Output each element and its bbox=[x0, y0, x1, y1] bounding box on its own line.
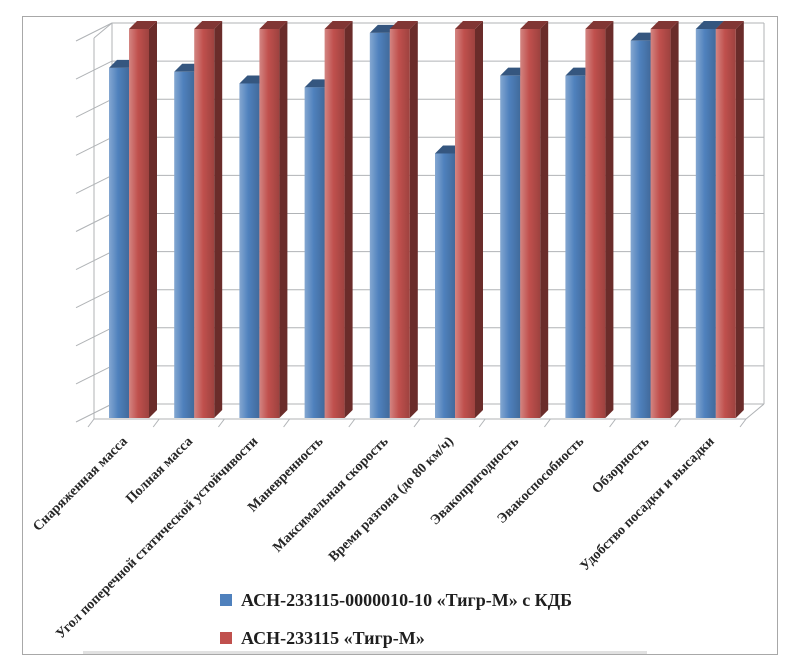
bar-side-face bbox=[344, 21, 353, 418]
legend-item-series-1: АСН-233115-0000010-10 «Тигр-М» с КДБ bbox=[220, 588, 572, 612]
category-label: Время разгона (до 80 км/ч) bbox=[326, 434, 457, 565]
bar-top-face bbox=[715, 21, 744, 29]
x-axis-tick bbox=[544, 418, 551, 428]
scan-artifact-line bbox=[83, 651, 647, 654]
legend-marker-blue-icon bbox=[220, 594, 232, 606]
side-wall-gridline bbox=[75, 22, 113, 42]
bar-series-1-cat-4 bbox=[304, 87, 325, 418]
x-axis-tick bbox=[674, 418, 682, 428]
bar-pair-6 bbox=[435, 21, 483, 419]
bar-series-2-cat-4 bbox=[324, 29, 345, 418]
bar-pair-3 bbox=[239, 21, 288, 419]
bar-series-1-cat-9 bbox=[630, 40, 651, 419]
bar-top-face bbox=[585, 21, 614, 29]
bar-top-face bbox=[455, 21, 483, 29]
bar-series-1-cat-10 bbox=[695, 29, 716, 418]
x-axis-tick bbox=[217, 418, 225, 428]
bar-side-face bbox=[735, 21, 744, 418]
bar-series-1-cat-3 bbox=[239, 83, 260, 419]
chart-frame: Снаряженная масса Полная масса Угол попере… bbox=[22, 16, 778, 655]
legend-label-series-1: АСН-233115-0000010-10 «Тигр-М» с КДБ bbox=[241, 589, 573, 610]
bar-top-face bbox=[129, 21, 157, 29]
bar-series-1-cat-1 bbox=[109, 67, 129, 419]
bar-series-2-cat-1 bbox=[129, 29, 149, 418]
bar-top-face bbox=[324, 21, 353, 29]
bar-side-face bbox=[540, 21, 549, 418]
bar-pair-9 bbox=[630, 21, 679, 419]
bar-series-1-cat-6 bbox=[435, 153, 455, 419]
bar-pair-10 bbox=[695, 21, 744, 418]
bar-top-face bbox=[194, 21, 223, 29]
category-label: Удобство посадки и высадки bbox=[578, 434, 718, 574]
bar-top-face bbox=[650, 21, 679, 29]
bar-series-1-cat-7 bbox=[500, 75, 521, 419]
x-axis-tick bbox=[609, 418, 616, 428]
bar-series-2-cat-9 bbox=[650, 29, 671, 418]
x-axis-tick bbox=[87, 418, 95, 428]
category-label: Обзорность bbox=[590, 434, 653, 497]
bar-pair-7 bbox=[500, 21, 549, 419]
floor-right-edge bbox=[745, 403, 765, 420]
chart-legend: АСН-233115-0000010-10 «Тигр-М» с КДБ АСН… bbox=[220, 588, 572, 650]
category-label: Полная масса bbox=[123, 434, 196, 507]
x-axis-tick bbox=[478, 418, 486, 428]
x-axis-ticks bbox=[87, 418, 747, 428]
legend-marker-red-icon bbox=[220, 632, 232, 644]
legend-label-series-2: АСН-233115 «Тигр-М» bbox=[241, 627, 425, 648]
bars bbox=[109, 21, 744, 419]
bar-top-face bbox=[389, 21, 418, 29]
bar-series-2-cat-2 bbox=[194, 29, 215, 418]
bar-series-1-cat-8 bbox=[565, 75, 586, 419]
bar-series-2-cat-7 bbox=[520, 29, 541, 418]
x-axis-tick bbox=[283, 418, 291, 428]
legend-item-series-2: АСН-233115 «Тигр-М» bbox=[220, 626, 572, 650]
bar-pair-5 bbox=[369, 21, 418, 418]
bar-pair-8 bbox=[565, 21, 614, 419]
bar-series-1-cat-5 bbox=[369, 32, 390, 418]
bar-side-face bbox=[605, 21, 614, 418]
bar-side-face bbox=[214, 21, 223, 418]
bar-pair-2 bbox=[174, 21, 223, 418]
x-axis-tick bbox=[413, 418, 421, 428]
bar-series-2-cat-5 bbox=[389, 29, 410, 418]
bar-side-face bbox=[475, 21, 483, 418]
bar-top-face bbox=[259, 21, 288, 29]
bar-pair-4 bbox=[304, 21, 353, 418]
bar-top-face bbox=[520, 21, 549, 29]
bar-series-2-cat-10 bbox=[715, 29, 736, 418]
bar-side-face bbox=[409, 21, 418, 418]
bar-top-face bbox=[695, 21, 724, 29]
x-axis-tick bbox=[152, 418, 160, 428]
bar-series-2-cat-3 bbox=[259, 29, 280, 418]
x-axis-tick bbox=[348, 418, 356, 428]
bar-side-face bbox=[279, 21, 288, 418]
bar-series-2-cat-8 bbox=[585, 29, 606, 418]
bar-series-2-cat-6 bbox=[455, 29, 475, 418]
x-axis-tick bbox=[739, 418, 747, 428]
bar-side-face bbox=[670, 21, 679, 418]
bar-series-1-cat-2 bbox=[174, 71, 195, 418]
category-label: Снаряженная масса bbox=[30, 434, 130, 534]
bar-pair-1 bbox=[109, 21, 157, 419]
bar-side-face bbox=[149, 21, 157, 418]
category-label: Максимальная скорость bbox=[270, 434, 392, 556]
side-wall-top-edge bbox=[93, 22, 113, 39]
